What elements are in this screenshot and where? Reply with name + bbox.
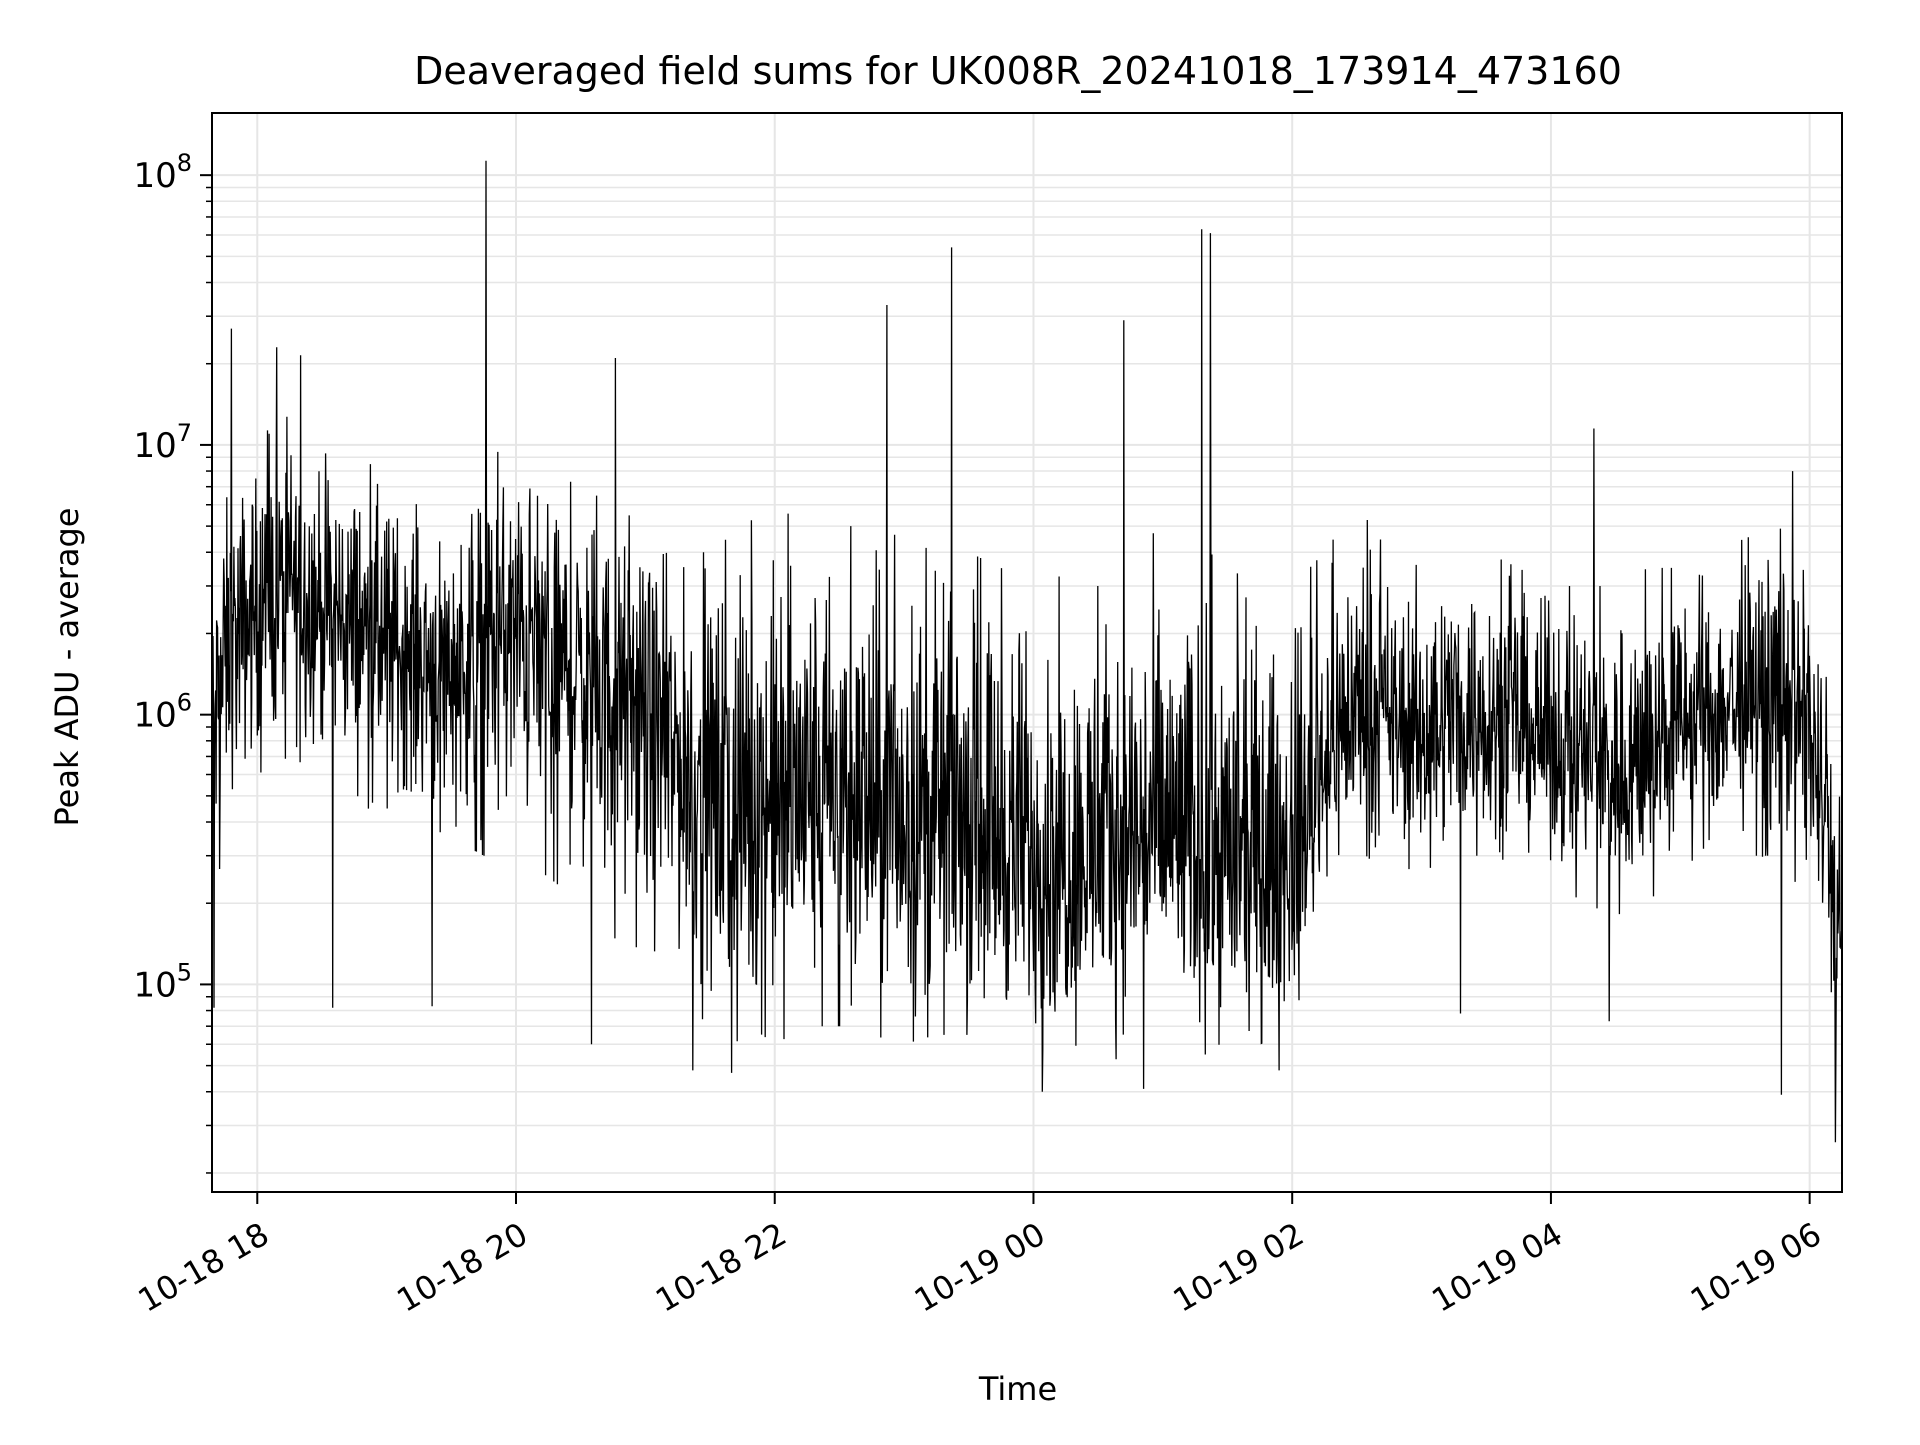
plot-area-frame [211, 112, 1843, 1193]
x-axis-label: Time [978, 1370, 1057, 1408]
y-axis: 105 106 107 108 [133, 149, 212, 1174]
chart-title: Deaveraged field sums for UK008R_2024101… [414, 49, 1622, 93]
y-tick-label: 107 [133, 419, 192, 466]
series-layer [211, 160, 1843, 1143]
y-tick-label: 108 [133, 149, 192, 196]
y-axis-label: Peak ADU - average [48, 508, 86, 827]
series-line [211, 160, 1843, 1143]
y-tick-label: 105 [133, 958, 192, 1005]
y-tick-label: 106 [133, 689, 192, 736]
